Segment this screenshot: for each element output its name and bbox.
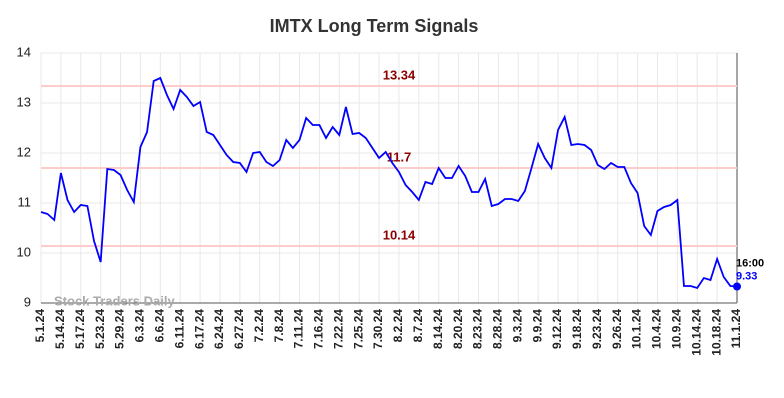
x-tick-label: 7.25.24: [351, 309, 365, 349]
x-tick-label: 5.17.24: [73, 309, 87, 349]
y-tick-label: 9: [24, 294, 31, 309]
x-tick-label: 9.9.24: [530, 309, 544, 343]
x-tick-label: 8.20.24: [451, 309, 465, 349]
x-tick-label: 8.28.24: [491, 309, 505, 349]
x-tick-label: 7.16.24: [312, 309, 326, 349]
x-tick-label: 6.17.24: [192, 309, 206, 349]
x-tick-label: 10.1.24: [630, 309, 644, 349]
x-tick-label: 7.2.24: [252, 309, 266, 343]
x-tick-label: 9.12.24: [550, 309, 564, 349]
x-tick-label: 7.11.24: [292, 309, 306, 349]
x-tick-label: 7.22.24: [331, 309, 345, 349]
y-tick-label: 12: [17, 144, 31, 159]
x-tick-label: 8.14.24: [431, 309, 445, 349]
x-tick-label: 10.18.24: [709, 309, 723, 356]
x-tick-label: 5.23.24: [93, 309, 107, 349]
x-tick-label: 9.18.24: [570, 309, 584, 349]
x-tick-label: 9.26.24: [610, 309, 624, 349]
signal-label: 11.7: [387, 149, 412, 164]
x-tick-label: 8.2.24: [391, 309, 405, 343]
x-tick-label: 6.11.24: [172, 309, 186, 349]
x-tick-label: 5.29.24: [113, 309, 127, 349]
last-time: 16:00: [736, 257, 764, 269]
x-tick-label: 9.3.24: [510, 309, 524, 343]
x-tick-label: 10.14.24: [689, 309, 703, 356]
x-tick-label: 8.7.24: [411, 309, 425, 343]
x-tick-label: 9.23.24: [590, 309, 604, 349]
y-tick-label: 10: [17, 244, 31, 259]
x-tick-label: 10.9.24: [670, 309, 684, 349]
x-tick-label: 11.1.24: [729, 309, 743, 349]
x-tick-label: 6.24.24: [212, 309, 226, 349]
x-tick-label: 6.6.24: [152, 309, 166, 343]
chart-title: IMTX Long Term Signals: [270, 16, 479, 36]
x-tick-label: 5.14.24: [53, 309, 67, 349]
signal-label: 10.14: [383, 227, 416, 242]
y-tick-label: 11: [18, 194, 32, 209]
watermark: Stock Traders Daily: [54, 293, 175, 308]
signal-label: 13.34: [383, 67, 416, 82]
last-point: [733, 282, 741, 291]
x-tick-label: 6.3.24: [133, 309, 147, 343]
x-tick-label: 5.1.24: [33, 309, 47, 343]
x-tick-label: 7.30.24: [371, 309, 385, 349]
last-value: 9.33: [736, 270, 757, 282]
y-tick-label: 14: [17, 44, 31, 59]
y-tick-label: 13: [17, 94, 31, 109]
x-tick-label: 8.23.24: [471, 309, 485, 349]
price-line: [40, 76, 738, 290]
x-tick-label: 7.8.24: [272, 309, 286, 343]
x-tick-label: 10.4.24: [650, 309, 664, 349]
x-tick-label: 6.27.24: [232, 309, 246, 349]
